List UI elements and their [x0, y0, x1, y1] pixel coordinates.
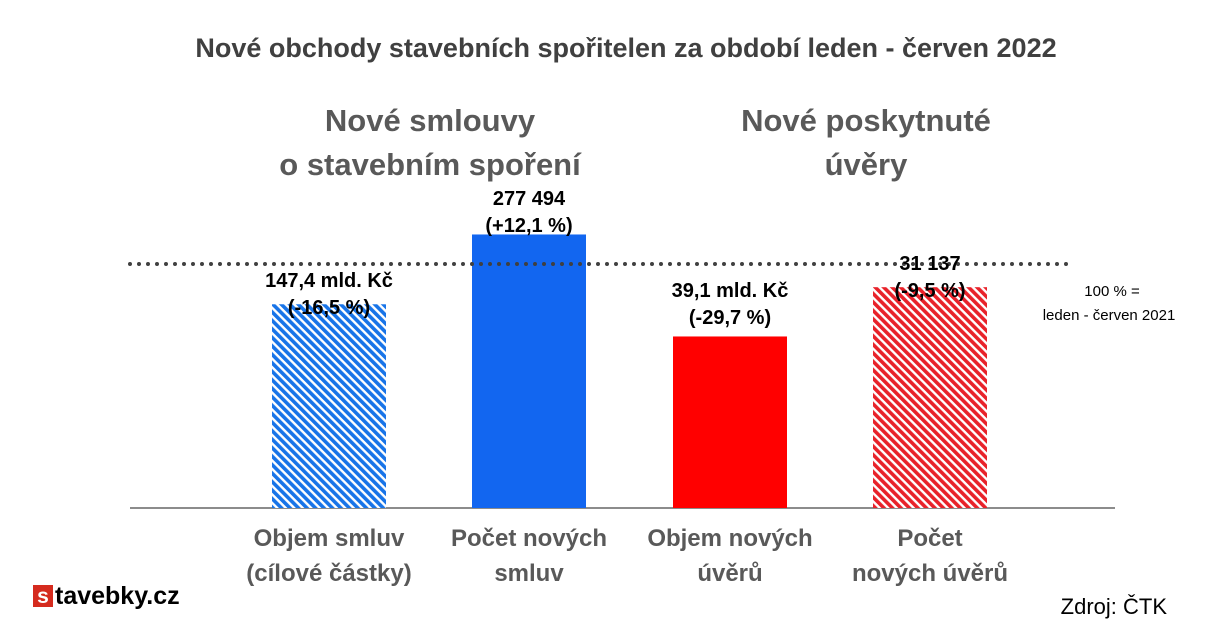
- reference-note-line2: leden - červen 2021: [1043, 307, 1176, 324]
- chart-title: Nové obchody stavebních spořitelen za ob…: [195, 33, 1056, 63]
- data-labels-layer: 147,4 mld. Kč (-16,5 %) 277 494 (+12,1 %) 39…: [265, 188, 965, 329]
- reference-note-line1: 100 % =: [1084, 283, 1140, 300]
- category-label-2-line2: úvěrů: [697, 560, 762, 587]
- data-label-2-line2: (-29,7 %): [689, 307, 771, 329]
- category-label-0-line2: (cílové částky): [246, 560, 411, 587]
- data-label-0-line1: 147,4 mld. Kč: [265, 270, 393, 292]
- site-logo: s tavebky.cz: [33, 582, 180, 610]
- bar-1: [472, 234, 586, 508]
- data-label-1-line2: (+12,1 %): [485, 215, 572, 237]
- category-labels-layer: Objem smluv (cílové částky) Počet nových sm…: [246, 525, 1008, 587]
- logo-badge: [33, 585, 53, 607]
- bar-3: [873, 287, 987, 508]
- data-label-3-line2: (-9,5 %): [894, 280, 965, 302]
- data-label-1-line1: 277 494: [493, 188, 566, 210]
- category-label-2-line1: Objem nových: [647, 525, 812, 552]
- category-label-3-line1: Počet: [897, 525, 962, 552]
- logo-badge-letter: s: [37, 585, 49, 608]
- group-title-contracts-line1: Nové smlouvy: [325, 103, 536, 138]
- bar-2: [673, 336, 787, 508]
- bar-0: [272, 304, 386, 508]
- category-label-1-line1: Počet nových: [451, 525, 607, 552]
- category-label-1-line2: smluv: [494, 560, 564, 587]
- logo-text: tavebky.cz: [55, 582, 180, 610]
- source-note: Zdroj: ČTK: [1061, 594, 1168, 619]
- data-label-2-line1: 39,1 mld. Kč: [672, 280, 789, 302]
- data-label-0-line2: (-16,5 %): [288, 297, 370, 319]
- group-title-loans-line1: Nové poskytnuté: [741, 103, 991, 138]
- group-title-contracts-line2: o stavebním spoření: [279, 147, 582, 182]
- category-label-3-line2: nových úvěrů: [852, 560, 1008, 587]
- data-label-3-line1: 31 137: [899, 253, 960, 275]
- bars-layer: [272, 234, 987, 508]
- category-label-0-line1: Objem smluv: [254, 525, 405, 552]
- group-title-loans-line2: úvěry: [825, 147, 908, 182]
